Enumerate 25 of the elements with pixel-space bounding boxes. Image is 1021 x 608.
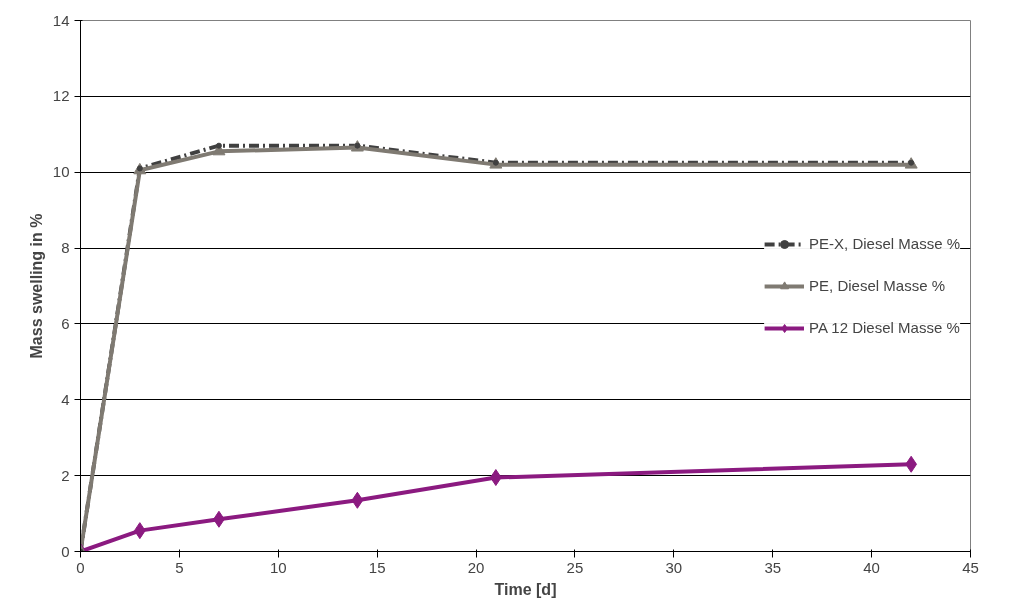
x-tick-label: 25 <box>566 558 584 576</box>
point <box>215 142 222 149</box>
x-tick-label: 10 <box>269 558 287 576</box>
x-tick-label: 20 <box>467 558 485 576</box>
y-tick-label: 10 <box>52 163 70 181</box>
x-axis-title: Time [d] <box>494 580 557 598</box>
x-tick-label: 5 <box>175 558 184 576</box>
legend-label: PE, Diesel Masse % <box>809 277 945 294</box>
legend-label: PE-X, Diesel Masse % <box>809 235 960 252</box>
y-tick-label: 2 <box>61 466 70 484</box>
y-tick-label: 8 <box>61 239 70 257</box>
point <box>351 491 364 509</box>
y-tick-label: 12 <box>52 87 70 105</box>
y-tick-label: 6 <box>61 314 70 332</box>
x-tick-label: 30 <box>665 558 683 576</box>
y-tick-label: 4 <box>61 390 70 408</box>
y-tick-label: 0 <box>61 542 70 560</box>
y-tick-label: 14 <box>52 11 70 29</box>
x-tick-label: 45 <box>962 558 979 576</box>
x-tick-label: 40 <box>863 558 880 576</box>
x-tick-label: 35 <box>764 558 782 576</box>
x-tick-label: 15 <box>368 558 386 576</box>
y-axis-title: Mass swelling in % <box>27 213 45 359</box>
x-tick-label: 0 <box>76 558 85 576</box>
legend-label: PA 12 Diesel Masse % <box>809 319 960 336</box>
